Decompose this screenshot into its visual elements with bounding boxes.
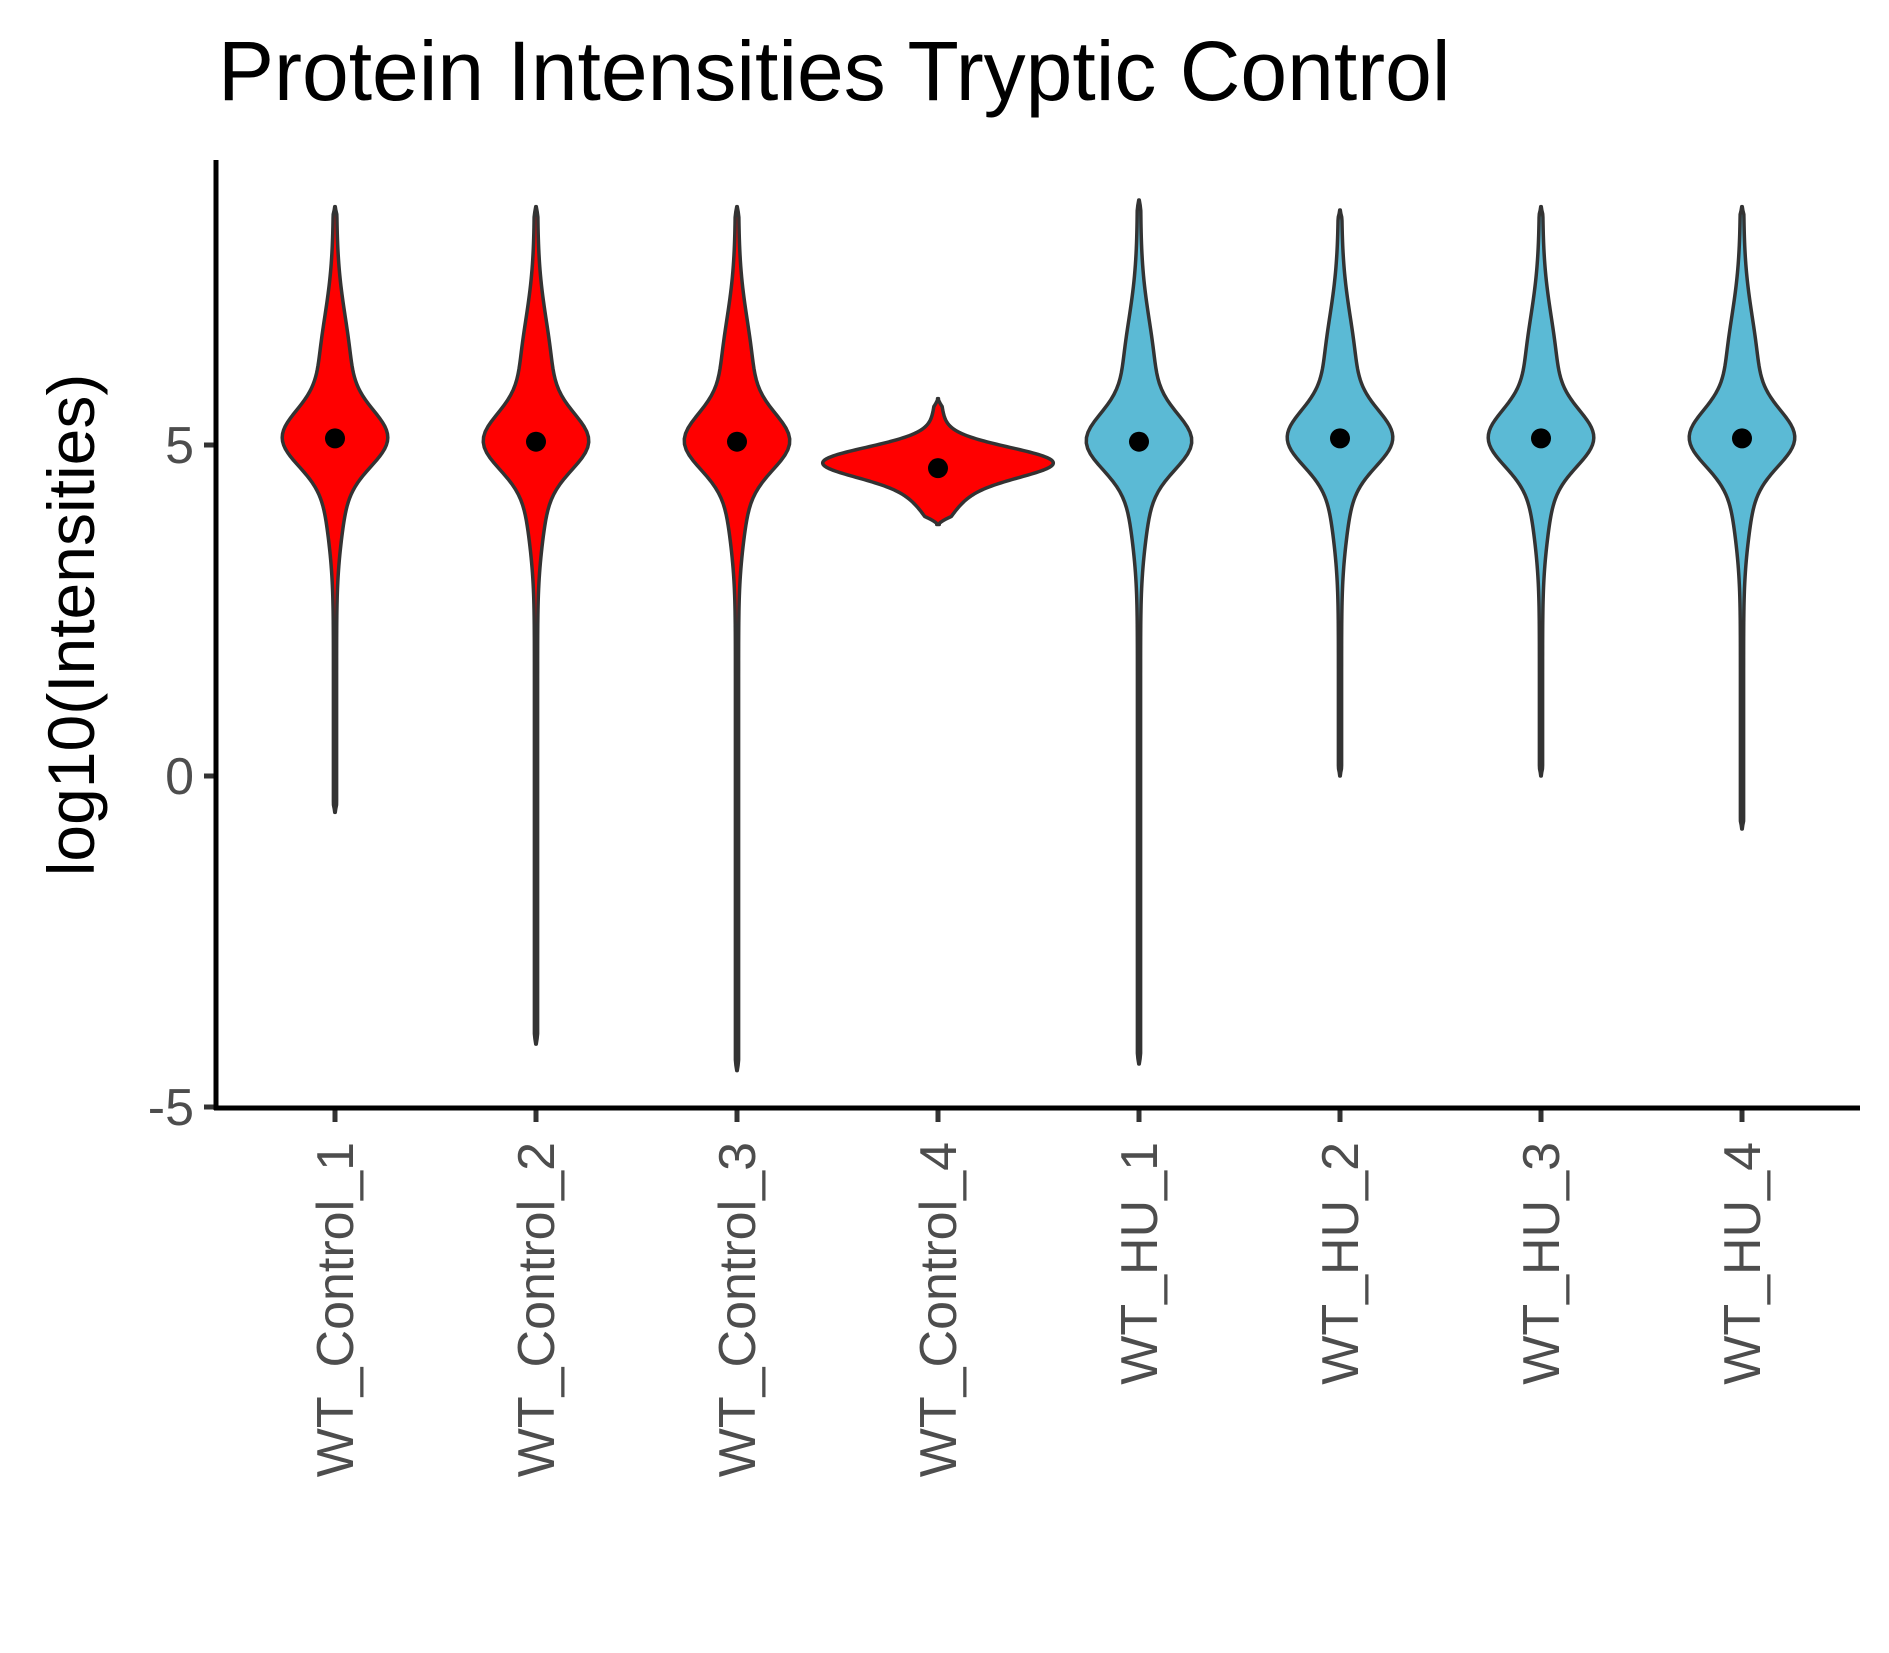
violin-WT_HU_1 bbox=[1084, 198, 1194, 1066]
violin-WT_Control_1 bbox=[280, 204, 390, 815]
median-point bbox=[928, 458, 948, 479]
violin-WT_HU_2 bbox=[1285, 208, 1395, 778]
x-tick-label: WT_HU_4 bbox=[1714, 1142, 1772, 1385]
x-tick-label: WT_Control_3 bbox=[709, 1142, 767, 1477]
x-tick-label: WT_HU_3 bbox=[1513, 1142, 1571, 1385]
x-axis-ticks: WT_Control_1 WT_Control_2 WT_Control_3 WT_C… bbox=[307, 1108, 1772, 1477]
y-tick-label: 0 bbox=[165, 748, 194, 806]
violin-WT_HU_3 bbox=[1486, 204, 1596, 778]
violin-WT_Control_2 bbox=[481, 204, 591, 1046]
median-point bbox=[526, 431, 546, 452]
x-tick-label: WT_HU_1 bbox=[1111, 1142, 1169, 1385]
violins-group bbox=[280, 198, 1797, 1073]
y-tick-label: 5 bbox=[165, 417, 194, 475]
median-point bbox=[1330, 428, 1350, 449]
x-tick-label: WT_Control_2 bbox=[508, 1142, 566, 1477]
median-point bbox=[325, 428, 345, 449]
median-point bbox=[1732, 428, 1752, 449]
violin-WT_Control_3 bbox=[682, 204, 792, 1073]
x-tick-label: WT_HU_2 bbox=[1312, 1142, 1370, 1385]
median-point bbox=[1129, 431, 1149, 452]
violin-WT_HU_4 bbox=[1687, 204, 1797, 831]
y-tick-label: -5 bbox=[148, 1079, 194, 1137]
y-axis-label: log10(Intensities) bbox=[34, 374, 108, 877]
chart-title: Protein Intensities Tryptic Control bbox=[218, 24, 1451, 118]
x-tick-label: WT_Control_4 bbox=[910, 1142, 968, 1477]
median-point bbox=[727, 431, 747, 452]
x-tick-label: WT_Control_1 bbox=[307, 1142, 365, 1477]
y-axis-ticks: -5 0 5 bbox=[148, 417, 216, 1137]
median-point bbox=[1531, 428, 1551, 449]
